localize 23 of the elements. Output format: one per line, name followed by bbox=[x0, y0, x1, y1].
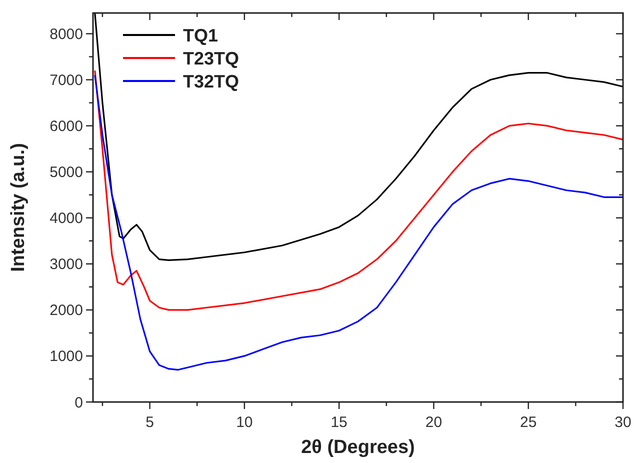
y-tick-label: 7000 bbox=[50, 72, 83, 89]
line-series bbox=[94, 74, 623, 371]
legend-label: TQ1 bbox=[183, 25, 218, 46]
x-tick-label: 25 bbox=[520, 414, 537, 431]
legend-label: T23TQ bbox=[183, 48, 240, 68]
y-tick-label: 3000 bbox=[50, 256, 83, 274]
y-tick-label: 0 bbox=[74, 394, 83, 412]
y-tick-label: 4000 bbox=[50, 210, 83, 228]
y-axis-title: Intensity (a.u.) bbox=[8, 143, 29, 272]
y-tick-label: 1000 bbox=[50, 348, 83, 366]
y-tick-label: 5000 bbox=[50, 164, 83, 182]
x-tick-label: 15 bbox=[330, 414, 348, 431]
x-tick-label: 30 bbox=[614, 414, 632, 431]
y-tick-label: 6000 bbox=[50, 118, 83, 136]
x-axis-title: 2θ (Degrees) bbox=[301, 437, 415, 458]
legend-label: T32TQ bbox=[183, 71, 240, 92]
x-tick-label: 5 bbox=[146, 414, 154, 431]
line-series bbox=[94, 70, 623, 311]
y-tick-label: 8000 bbox=[50, 26, 83, 43]
x-tick-label: 20 bbox=[425, 414, 442, 431]
x-tick-label: 10 bbox=[236, 414, 253, 431]
y-tick-label: 2000 bbox=[50, 302, 83, 320]
line-series bbox=[94, 13, 623, 262]
